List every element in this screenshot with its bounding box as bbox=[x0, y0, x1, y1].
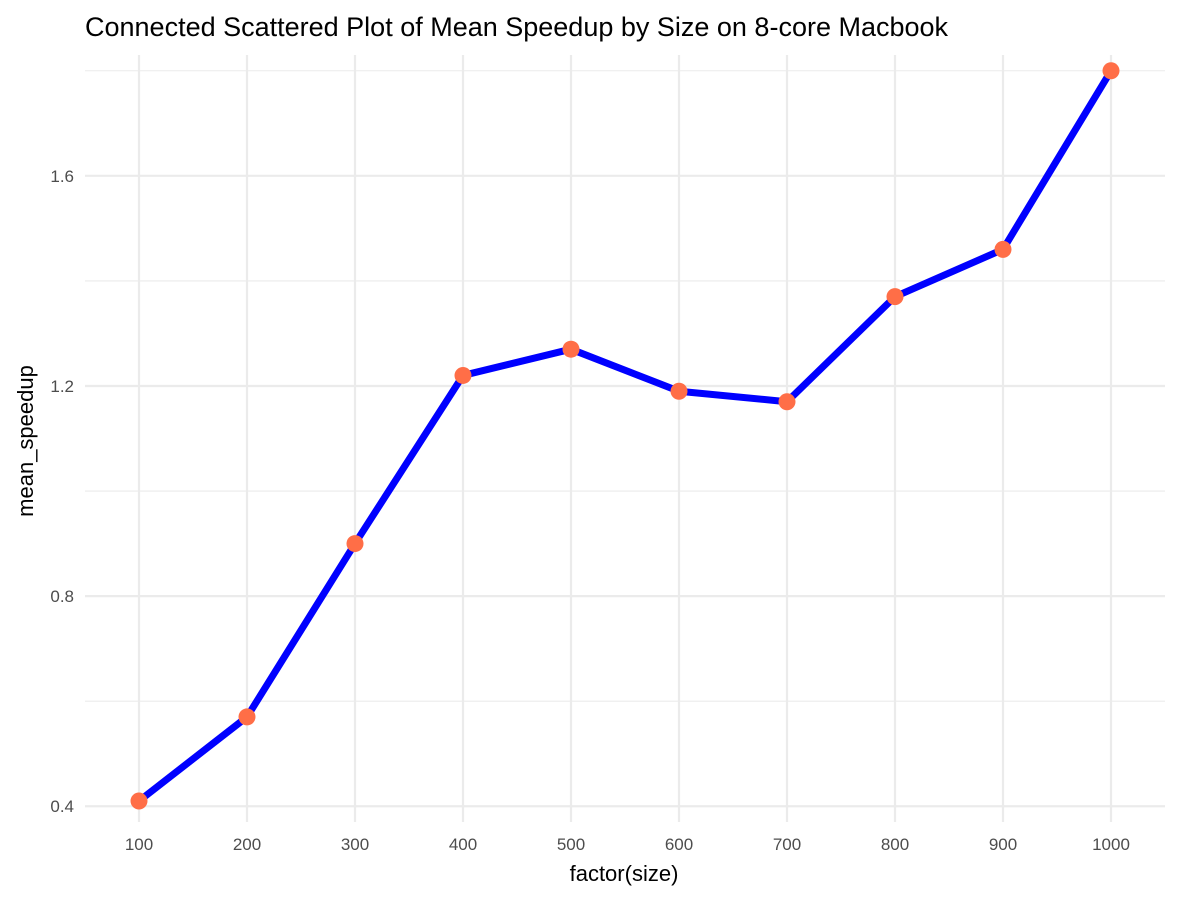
y-tick-labels: 0.4 0.8 1.2 1.6 bbox=[50, 167, 74, 816]
data-point bbox=[670, 382, 688, 400]
x-tick-label: 900 bbox=[989, 835, 1017, 854]
series-line bbox=[136, 68, 1114, 804]
data-point bbox=[1102, 62, 1120, 80]
chart-title: Connected Scattered Plot of Mean Speedup… bbox=[85, 12, 949, 42]
data-point bbox=[994, 240, 1012, 258]
y-axis-title: mean_speedup bbox=[13, 365, 38, 517]
data-point bbox=[346, 535, 364, 553]
x-tick-label: 300 bbox=[341, 835, 369, 854]
data-point bbox=[562, 340, 580, 358]
data-point bbox=[130, 792, 148, 810]
x-tick-label: 700 bbox=[773, 835, 801, 854]
data-point bbox=[454, 366, 472, 384]
y-tick-label: 0.8 bbox=[50, 587, 74, 606]
y-tick-label: 1.6 bbox=[50, 167, 74, 186]
y-tick-label: 0.4 bbox=[50, 797, 74, 816]
grid bbox=[85, 55, 1165, 822]
x-tick-label: 1000 bbox=[1092, 835, 1130, 854]
data-point bbox=[778, 393, 796, 411]
data-point bbox=[238, 708, 256, 726]
x-tick-label: 200 bbox=[233, 835, 261, 854]
x-tick-label: 500 bbox=[557, 835, 585, 854]
x-tick-label: 100 bbox=[125, 835, 153, 854]
x-tick-labels: 100 200 300 400 500 600 700 800 900 1000 bbox=[125, 835, 1130, 854]
x-tick-label: 400 bbox=[449, 835, 477, 854]
x-axis-title: factor(size) bbox=[570, 861, 679, 886]
x-tick-label: 800 bbox=[881, 835, 909, 854]
y-tick-label: 1.2 bbox=[50, 377, 74, 396]
x-tick-label: 600 bbox=[665, 835, 693, 854]
series bbox=[130, 62, 1120, 810]
data-point bbox=[886, 288, 904, 306]
